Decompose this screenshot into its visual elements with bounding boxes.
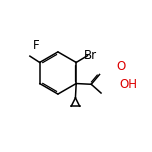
Text: O: O: [117, 60, 126, 73]
Text: F: F: [33, 39, 39, 52]
Text: OH: OH: [120, 78, 138, 91]
Text: Br: Br: [84, 49, 97, 62]
